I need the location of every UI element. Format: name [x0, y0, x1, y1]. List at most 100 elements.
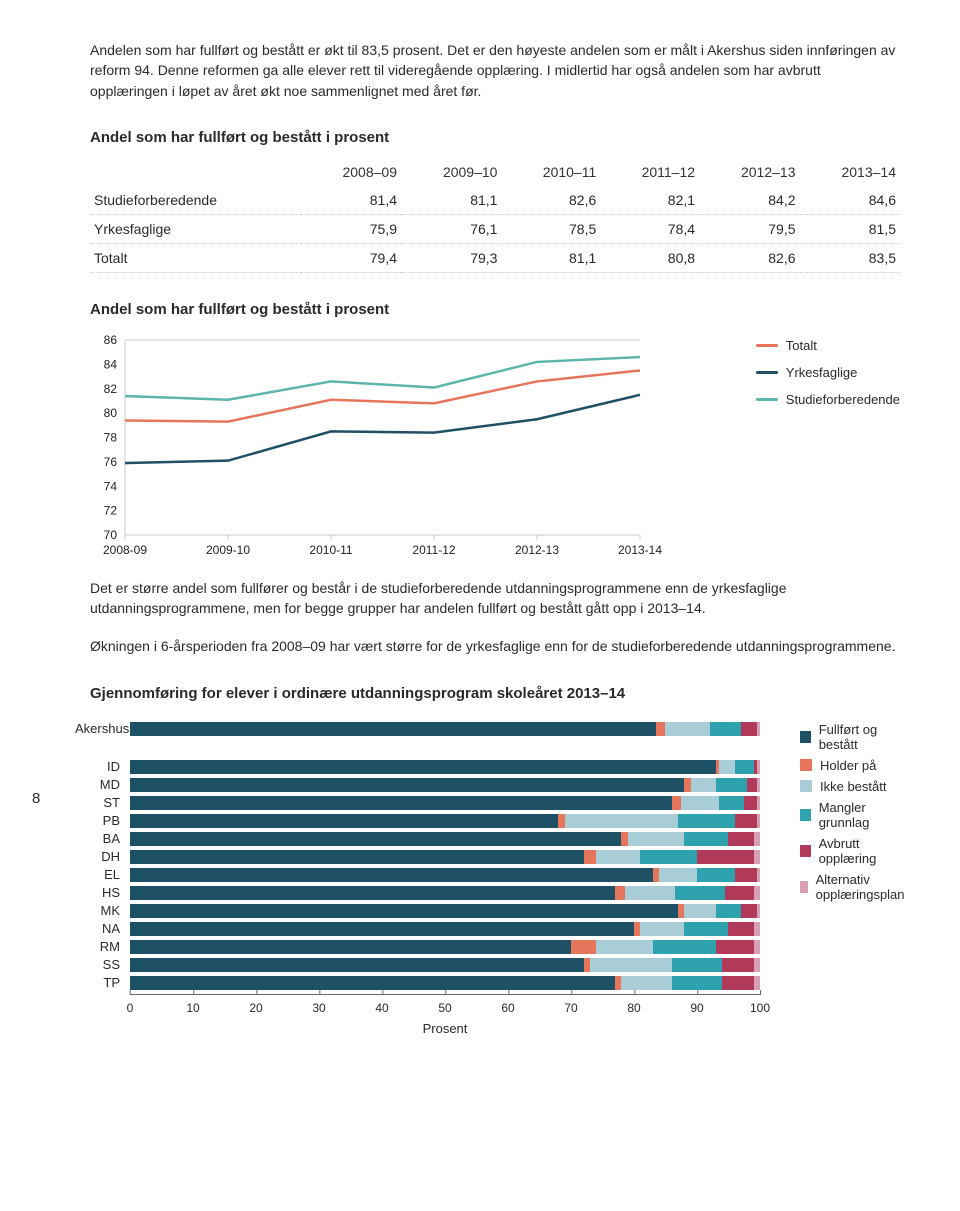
stacked-bar-chart: AkershusIDMDSTPBBADHELHSMKNARMSSTP — [130, 722, 760, 990]
legend-swatch — [756, 371, 778, 374]
bar-segment — [757, 796, 760, 810]
bar-track — [130, 760, 760, 774]
bar-track — [130, 722, 760, 736]
bar-segment — [130, 814, 558, 828]
legend-item: Mangler grunnlag — [800, 800, 909, 830]
bar-segment — [684, 832, 728, 846]
table-cell: Yrkesfaglige — [90, 214, 301, 243]
legend-item: Holder på — [800, 758, 909, 773]
bar-label: SS — [75, 957, 130, 972]
bar-segment — [754, 832, 760, 846]
bar-segment — [584, 850, 597, 864]
table-header: 2012–13 — [699, 158, 799, 186]
bar-segment — [130, 904, 678, 918]
bar-segment — [571, 940, 596, 954]
axis-tick: 30 — [312, 995, 325, 1015]
legend-swatch — [756, 344, 778, 347]
bar-row: EL — [130, 868, 760, 882]
bar-label: EL — [75, 867, 130, 882]
bar-segment — [672, 958, 722, 972]
bar-segment — [565, 814, 678, 828]
svg-text:2008-09: 2008-09 — [103, 543, 147, 557]
data-table: 2008–092009–102010–112011–122012–132013–… — [90, 158, 900, 273]
table-cell: 82,6 — [501, 186, 600, 215]
bar-label: BA — [75, 831, 130, 846]
table-cell: 76,1 — [401, 214, 501, 243]
bar-segment — [625, 886, 675, 900]
svg-text:84: 84 — [104, 357, 118, 371]
bar-segment — [640, 922, 684, 936]
axis-tick: 10 — [186, 995, 199, 1015]
bar-segment — [754, 940, 760, 954]
bar-track — [130, 850, 760, 864]
bar-segment — [628, 832, 685, 846]
bar-segment — [130, 722, 656, 736]
table-cell: 79,3 — [401, 243, 501, 272]
legend-label: Mangler grunnlag — [819, 800, 909, 830]
table-cell: 80,8 — [600, 243, 699, 272]
bar-row: HS — [130, 886, 760, 900]
bar-segment — [672, 796, 681, 810]
table-cell: 83,5 — [800, 243, 901, 272]
bar-chart-legend: Fullført og beståttHolder påIkke bestått… — [800, 722, 909, 1036]
body-paragraph-2: Økningen i 6-årsperioden fra 2008–09 har… — [90, 636, 900, 656]
bar-segment — [130, 958, 584, 972]
page-number: 8 — [32, 790, 40, 807]
bar-segment — [744, 796, 757, 810]
line-chart-title: Andel som har fullført og bestått i pros… — [90, 301, 900, 318]
bar-segment — [722, 958, 754, 972]
bar-segment — [684, 922, 728, 936]
svg-text:82: 82 — [104, 382, 118, 396]
bar-segment — [640, 850, 697, 864]
legend-item: Totalt — [756, 338, 900, 353]
legend-swatch — [800, 731, 811, 743]
bar-segment — [681, 796, 719, 810]
bar-row: ID — [130, 760, 760, 774]
axis-tick: 70 — [564, 995, 577, 1015]
bar-label: PB — [75, 813, 130, 828]
bar-label: Akershus — [75, 721, 130, 736]
bar-segment — [678, 814, 735, 828]
table-header: 2013–14 — [800, 158, 901, 186]
bar-label: ID — [75, 759, 130, 774]
bar-segment — [754, 850, 760, 864]
table-cell: 81,1 — [401, 186, 501, 215]
bar-label: MK — [75, 903, 130, 918]
bar-segment — [130, 868, 653, 882]
legend-item: Avbrutt opplæring — [800, 836, 909, 866]
table-cell: Totalt — [90, 243, 301, 272]
bar-track — [130, 922, 760, 936]
bar-label: ST — [75, 795, 130, 810]
bar-segment — [728, 922, 753, 936]
table-header: 2009–10 — [401, 158, 501, 186]
bar-track — [130, 904, 760, 918]
bar-segment — [735, 868, 757, 882]
table-cell: 81,5 — [800, 214, 901, 243]
axis-tick: 40 — [375, 995, 388, 1015]
svg-text:2011-12: 2011-12 — [412, 543, 455, 557]
table-row: Yrkesfaglige75,976,178,578,479,581,5 — [90, 214, 900, 243]
bar-chart-title: Gjennomføring for elever i ordinære utda… — [90, 685, 900, 702]
legend-item: Yrkesfaglige — [756, 365, 900, 380]
bar-track — [130, 868, 760, 882]
bar-segment — [710, 722, 742, 736]
bar-segment — [716, 904, 741, 918]
bar-track — [130, 940, 760, 954]
svg-text:2013-14: 2013-14 — [618, 543, 662, 557]
svg-text:2009-10: 2009-10 — [206, 543, 250, 557]
bar-segment — [130, 886, 615, 900]
bar-segment — [130, 922, 634, 936]
bar-segment — [719, 796, 744, 810]
bar-label: HS — [75, 885, 130, 900]
bar-track — [130, 796, 760, 810]
bar-row: MD — [130, 778, 760, 792]
bar-chart-x-axis: 0102030405060708090100 — [130, 994, 760, 1019]
table-header: 2008–09 — [301, 158, 401, 186]
bar-segment — [656, 722, 665, 736]
table-cell: 84,6 — [800, 186, 901, 215]
table-cell: 78,5 — [501, 214, 600, 243]
bar-segment — [684, 904, 716, 918]
table-cell: 79,4 — [301, 243, 401, 272]
bar-track — [130, 832, 760, 846]
legend-item: Fullført og bestått — [800, 722, 909, 752]
